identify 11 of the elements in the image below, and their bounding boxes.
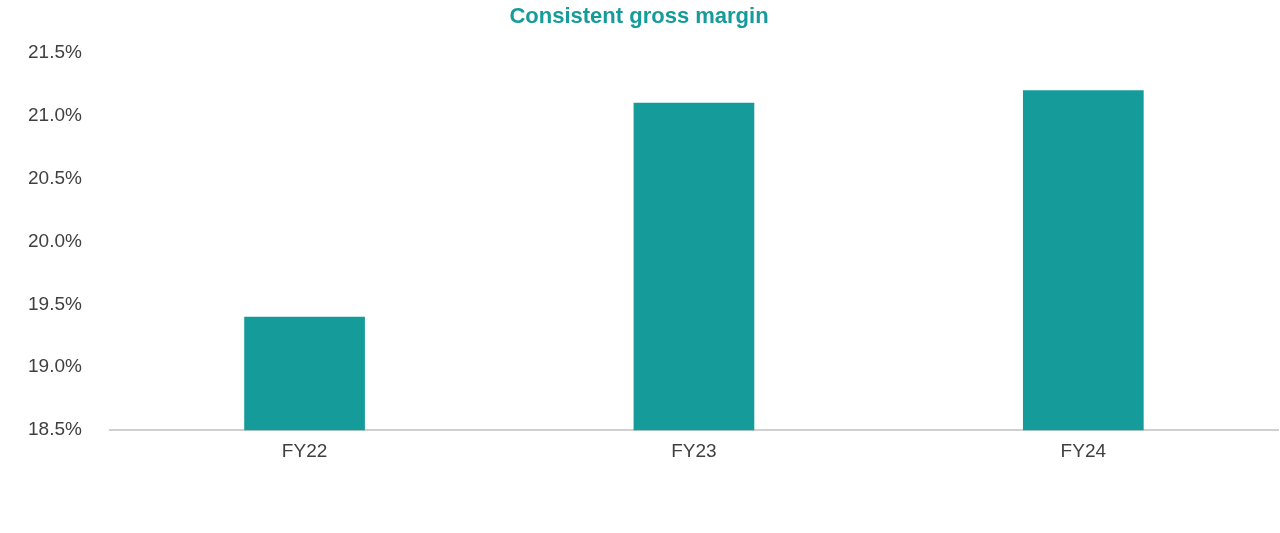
y-tick-label: 18.5% xyxy=(28,418,82,440)
y-tick-label: 19.5% xyxy=(28,292,82,314)
y-tick-label: 20.5% xyxy=(28,166,82,188)
chart-title: Consistent gross margin xyxy=(509,3,769,29)
y-tick-label: 21.0% xyxy=(28,103,82,125)
y-tick-label: 21.5% xyxy=(28,40,82,62)
x-tick-label: FY24 xyxy=(1060,439,1107,461)
x-tick-label: FY23 xyxy=(671,439,717,461)
y-tick-label: 19.0% xyxy=(28,355,82,377)
x-tick-label: FY22 xyxy=(281,439,328,461)
y-tick-label: 20.0% xyxy=(28,229,82,251)
